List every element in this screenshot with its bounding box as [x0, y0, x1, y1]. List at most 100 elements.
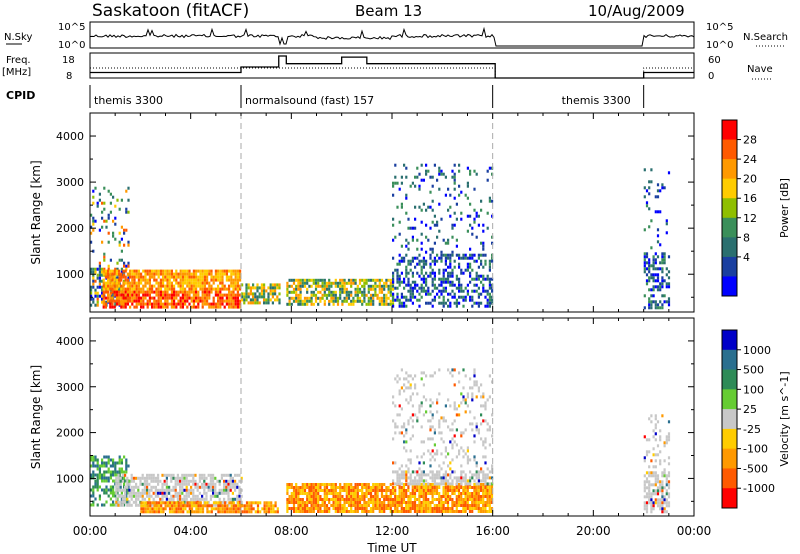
echo-cell: [464, 193, 467, 197]
echo-cell: [654, 195, 657, 199]
echo-cell: [297, 281, 300, 285]
echo-cell: [120, 476, 123, 480]
echo-cell: [654, 426, 657, 430]
echo-cell: [188, 293, 191, 297]
echo-cell: [144, 507, 147, 511]
echo-cell: [271, 295, 274, 299]
echo-cell: [643, 168, 646, 172]
echo-cell: [350, 489, 353, 492]
echo-cell: [198, 491, 201, 495]
echo-cell: [449, 283, 452, 287]
echo-cell: [129, 284, 132, 288]
echo-cell: [111, 281, 114, 285]
echo-cell: [405, 268, 408, 272]
echo-cell: [336, 284, 340, 288]
echo-cell: [491, 295, 494, 299]
echo-cell: [230, 296, 233, 300]
echo-cell: [319, 495, 322, 498]
echo-cell: [389, 507, 392, 510]
echo-cell: [480, 208, 483, 212]
echo-cell: [185, 488, 188, 492]
echo-cell: [422, 274, 425, 278]
echo-cell: [477, 479, 480, 483]
echo-cell: [130, 497, 133, 501]
echo-cell: [92, 503, 95, 507]
echo-cell: [431, 271, 434, 275]
echo-cell: [650, 483, 653, 487]
echo-cell: [369, 498, 373, 501]
echo-cell: [488, 428, 491, 432]
echo-cell: [422, 486, 425, 489]
echo-cell: [350, 284, 353, 288]
echo-cell: [155, 290, 158, 294]
echo-cell: [243, 504, 246, 508]
echo-cell: [652, 264, 655, 268]
echo-cell: [332, 299, 335, 303]
echo-cell: [466, 489, 469, 492]
echo-cell: [665, 501, 668, 505]
echo-cell: [431, 495, 434, 498]
echo-cell: [405, 265, 408, 269]
echo-cell: [217, 269, 220, 273]
echo-cell: [429, 398, 432, 402]
echo-cell: [334, 507, 337, 510]
echo-cell: [310, 510, 313, 513]
echo-cell: [107, 458, 110, 462]
echo-cell: [160, 501, 163, 505]
echo-cell: [92, 488, 95, 492]
echo-cell: [367, 501, 370, 504]
echo-cell: [420, 470, 423, 474]
echo-cell: [650, 501, 653, 505]
echo-cell: [192, 299, 195, 303]
echo-cell: [458, 371, 461, 375]
echo-cell: [109, 488, 112, 492]
echo-cell: [113, 278, 116, 282]
echo-cell: [299, 498, 302, 501]
echo-cell: [161, 488, 164, 492]
echo-cell: [460, 190, 463, 194]
colorbar-swatch: [722, 237, 737, 258]
echo-cell: [347, 492, 351, 495]
echo-cell: [453, 172, 456, 176]
echo-cell: [195, 296, 198, 300]
echo-cell: [398, 277, 401, 281]
echo-cell: [256, 298, 259, 302]
echo-cell: [650, 507, 653, 511]
echo-cell: [250, 501, 253, 505]
echo-cell: [341, 510, 344, 513]
echo-cell: [92, 461, 95, 465]
echo-cell: [308, 278, 311, 282]
echo-cell: [341, 287, 344, 291]
echo-cell: [431, 486, 434, 489]
echo-cell: [433, 241, 436, 245]
echo-cell: [144, 510, 147, 514]
echo-cell: [343, 501, 346, 504]
echo-cell: [482, 440, 485, 444]
echo-cell: [107, 269, 110, 273]
echo-cell: [225, 479, 228, 483]
echo-cell: [416, 489, 419, 492]
echo-cell: [137, 296, 140, 300]
echo-cell: [225, 302, 228, 306]
echo-cell: [477, 274, 480, 278]
echo-cell: [117, 482, 120, 486]
echo-cell: [221, 275, 224, 279]
echo-cell: [179, 269, 182, 273]
echo-cell: [433, 271, 436, 275]
echo-cell: [405, 510, 408, 513]
echo-cell: [199, 507, 202, 511]
echo-cell: [117, 494, 120, 498]
echo-cell: [385, 296, 388, 300]
echo-cell: [380, 290, 384, 294]
echo-cell: [92, 300, 95, 304]
echo-cell: [159, 488, 162, 492]
echo-cell: [400, 464, 403, 468]
echo-cell: [405, 244, 408, 248]
echo-cell: [402, 507, 406, 510]
echo-cell: [453, 223, 456, 227]
echo-cell: [650, 219, 653, 223]
echo-cell: [92, 282, 95, 286]
echo-cell: [427, 504, 430, 507]
echo-cell: [124, 287, 127, 291]
echo-cell: [363, 501, 366, 504]
